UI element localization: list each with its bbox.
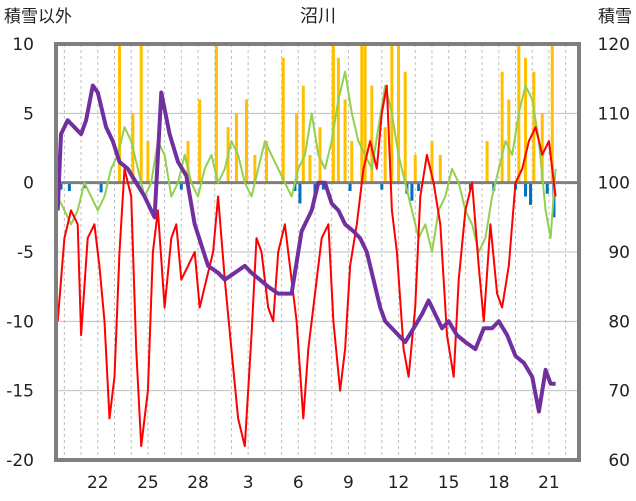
left-tick-label: -5 xyxy=(17,243,34,263)
x-tick-label: 18 xyxy=(488,473,510,493)
left-tick-label: -10 xyxy=(6,312,34,332)
bar-yellow-series xyxy=(438,154,442,183)
bar-yellow-series xyxy=(500,71,504,183)
right-tick-label: 60 xyxy=(608,451,630,471)
bar-yellow-series xyxy=(550,44,554,183)
bar-yellow-series xyxy=(485,141,489,183)
left-tick-label: 0 xyxy=(23,174,34,194)
left-tick-label: 5 xyxy=(23,104,34,124)
bar-blue-series xyxy=(529,182,533,205)
x-tick-label: 21 xyxy=(538,473,560,493)
bar-yellow-series xyxy=(403,71,407,183)
bar-blue-series xyxy=(524,182,528,197)
bar-yellow-series xyxy=(308,154,312,183)
left-tick-label: -15 xyxy=(6,382,34,402)
x-tick-label: 9 xyxy=(343,473,354,493)
plot-frame xyxy=(54,42,581,462)
chart-title: 沼川 xyxy=(300,6,336,27)
bar-yellow-series xyxy=(331,44,335,183)
x-tick-label: 6 xyxy=(293,473,304,493)
right-axis-label: 積雪 xyxy=(598,7,632,27)
x-tick-label: 22 xyxy=(87,473,109,493)
bar-yellow-series xyxy=(301,85,305,183)
right-tick-label: 100 xyxy=(598,174,630,194)
line-red-series xyxy=(56,84,557,448)
bar-yellow-series xyxy=(540,113,544,183)
bar-blue-series xyxy=(410,182,414,201)
left-tick-label: -20 xyxy=(6,451,34,471)
line-series xyxy=(55,70,557,448)
bar-series xyxy=(59,44,556,218)
right-tick-label: 70 xyxy=(608,382,630,402)
bar-yellow-series xyxy=(397,44,401,183)
bar-yellow-series xyxy=(234,113,238,183)
bar-blue-series xyxy=(545,182,549,194)
left-tick-label: 10 xyxy=(12,35,34,55)
bar-yellow-series xyxy=(532,71,536,183)
bar-blue-series xyxy=(417,182,421,191)
x-tick-label: 3 xyxy=(243,473,254,493)
bar-yellow-series xyxy=(318,127,322,183)
bar-blue-series xyxy=(348,182,352,191)
bar-yellow-series xyxy=(343,99,347,183)
bar-yellow-series xyxy=(295,113,299,183)
left-axis-label: 積雪以外 xyxy=(4,7,72,27)
bar-yellow-series xyxy=(350,141,354,183)
bar-yellow-series xyxy=(370,85,374,183)
bar-yellow-series xyxy=(265,141,269,183)
bar-blue-series xyxy=(179,182,183,190)
line-snow-depth xyxy=(55,83,556,414)
bar-blue-series xyxy=(59,182,63,190)
bar-yellow-series xyxy=(186,141,190,183)
bar-yellow-series xyxy=(507,99,511,183)
right-axis-ticks: 120 110 100 90 80 70 60 xyxy=(598,35,630,471)
x-axis-ticks: 22 25 28 3 6 9 12 15 18 21 xyxy=(87,473,560,493)
x-tick-label: 15 xyxy=(438,473,460,493)
bar-yellow-series xyxy=(430,141,434,183)
bar-yellow-series xyxy=(281,57,285,183)
bar-blue-series xyxy=(380,182,384,190)
bar-yellow-series xyxy=(214,44,218,183)
bar-yellow-series xyxy=(198,99,202,183)
bar-yellow-series xyxy=(413,154,417,183)
bar-yellow-series xyxy=(383,127,387,183)
bar-yellow-series xyxy=(253,154,257,183)
bar-yellow-series xyxy=(360,44,364,183)
left-axis-ticks: 10 5 0 -5 -10 -15 -20 xyxy=(6,35,34,471)
x-tick-label: 28 xyxy=(187,473,209,493)
bar-yellow-series xyxy=(336,57,340,183)
x-tick-label: 12 xyxy=(388,473,410,493)
right-tick-label: 110 xyxy=(598,104,630,124)
right-tick-label: 120 xyxy=(598,35,630,55)
bar-blue-series xyxy=(321,182,325,190)
bar-blue-series xyxy=(99,182,103,193)
right-tick-label: 90 xyxy=(608,243,630,263)
bar-blue-series xyxy=(298,182,302,204)
bar-yellow-series xyxy=(139,44,143,183)
x-tick-label: 25 xyxy=(137,473,159,493)
bar-yellow-series xyxy=(117,44,121,183)
bar-blue-series xyxy=(67,182,71,191)
bar-yellow-series xyxy=(146,141,150,183)
bar-yellow-series xyxy=(363,44,367,183)
line-green-series xyxy=(56,70,557,253)
right-tick-label: 80 xyxy=(608,312,630,332)
bar-yellow-series xyxy=(524,57,528,183)
bar-yellow-series xyxy=(244,99,248,183)
